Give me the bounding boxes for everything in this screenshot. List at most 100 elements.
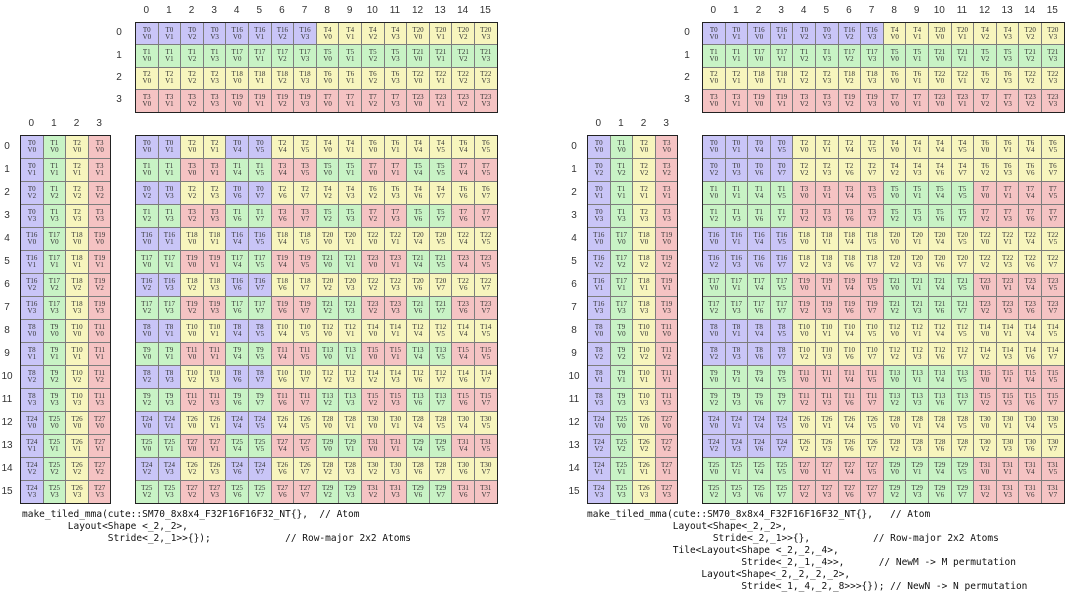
value-id: V2 [890,445,899,453]
value-id: V6 [458,284,468,292]
thread-id: T18 [753,70,765,79]
left-c-matrix-cell: T28 V7 [428,457,453,481]
value-id: V7 [255,468,265,476]
value-id: V0 [594,146,604,154]
left-b-matrix-cell: T17 V3 [293,44,317,68]
value-id: V2 [980,99,990,108]
value-id: V2 [142,468,152,476]
thread-id: T30 [367,461,379,469]
thread-id: T5 [890,208,899,216]
value-id: V0 [639,238,649,246]
value-id: V5 [958,330,967,338]
value-id: V6 [278,192,287,200]
thread-id: T18 [208,277,221,285]
value-id: V3 [210,376,219,384]
value-id: V1 [912,376,922,384]
value-id: V0 [232,32,242,41]
thread-id: T25 [730,461,743,469]
value-id: V4 [845,330,854,338]
value-id: V7 [958,445,967,453]
left-c-matrix-cell: T30 V3 [383,457,408,481]
thread-id: T31 [979,484,991,492]
value-id: V1 [391,238,400,246]
left-c-matrix-cell: T23 V4 [451,250,475,274]
left-c-matrix-cell: T17 V7 [248,296,272,320]
right-c-matrix-cell: T16 V1 [724,227,749,251]
thread-id: T3 [210,208,219,216]
value-id: V3 [1048,77,1058,86]
left-c-matrix-cell: T28 V3 [338,457,362,481]
thread-id: T8 [594,346,603,354]
value-id: V2 [187,376,197,384]
right-c-matrix-cell: T14 V0 [973,319,997,343]
value-id: V6 [278,307,287,315]
value-id: V3 [822,77,832,86]
left-c-matrix-cell: T23 V1 [383,250,408,274]
thread-id: T2 [845,162,854,170]
value-id: V0 [142,261,152,269]
thread-id: T1 [255,162,264,170]
left-c-matrix-cell: T4 V2 [315,181,340,205]
thread-id: T8 [142,323,151,331]
left-b-matrix-cell: T19 V2 [270,89,295,113]
thread-id: T19 [866,277,878,285]
thread-id: T9 [165,346,174,354]
right-row-label: 6 [571,278,577,290]
right-c-matrix-cell: T18 V7 [860,250,884,274]
right-a-matrix-cell: T18 V1 [632,273,656,297]
value-id: V3 [391,77,400,86]
right-c-matrix-cell: T1 V4 [747,181,771,205]
thread-id: T26 [208,415,221,423]
thread-id: T18 [276,231,289,239]
thread-id: T3 [800,92,809,101]
right-a-matrix-cell: T25 V2 [609,434,634,458]
right-c-matrix-cell: T24 V0 [702,411,726,435]
value-id: V1 [345,238,355,246]
thread-id: T5 [913,48,922,57]
thread-id: T16 [141,277,153,285]
value-id: V4 [845,422,854,430]
left-c-matrix-cell: T14 V0 [361,319,385,343]
value-id: V0 [187,445,197,453]
value-id: V1 [345,55,355,64]
left-c-matrix-cell: T30 V0 [361,411,385,435]
value-id: V2 [709,215,719,223]
value-id: V7 [958,353,967,361]
right-c-matrix-cell: T7 V1 [995,181,1020,205]
left-code-snippet: make_tiled_mma(cute::SM70_8x8x4_F32F16F1… [22,509,411,544]
thread-id: T3 [845,185,854,193]
thread-id: T2 [868,139,876,147]
value-id: V2 [980,445,990,453]
thread-id: T18 [866,70,878,79]
right-b-matrix-cell: T22 V0 [928,66,952,91]
right-c-matrix-cell: T23 V5 [1041,273,1065,297]
right-c-matrix-cell: T29 V3 [905,480,929,504]
thread-id: T16 [753,254,765,262]
left-c-matrix-cell: T3 V4 [270,158,295,182]
right-c-matrix-cell: T18 V5 [860,227,884,251]
right-c-matrix-cell: T17 V6 [747,296,771,320]
value-id: V2 [187,77,197,86]
right-c-matrix-cell: T0 V4 [747,135,771,159]
value-id: V6 [278,491,287,499]
thread-id: T3 [95,162,104,170]
left-c-matrix-cell: T18 V7 [293,273,317,297]
value-id: V6 [458,491,468,499]
right-b-matrix-cell: T20 V3 [1041,22,1065,46]
thread-id: T26 [71,484,83,492]
right-c-matrix-cell: T11 V0 [792,365,816,389]
thread-id: T28 [934,415,946,423]
left-c-matrix-cell: T15 V3 [383,388,408,412]
right-b-col-label: 6 [846,5,852,16]
left-c-matrix-cell: T17 V1 [157,250,182,274]
left-c-matrix-cell: T24 V5 [248,411,272,435]
left-b-matrix-cell: T5 V0 [315,44,340,68]
left-c-matrix-cell: T23 V3 [383,296,408,320]
right-a-matrix-cell: T3 V0 [654,135,679,159]
value-id: V2 [72,284,82,292]
left-a-matrix-cell: T8 V1 [20,342,44,366]
thread-id: T15 [457,346,469,354]
thread-id: T29 [956,461,969,469]
thread-id: T8 [755,346,763,354]
value-id: V3 [617,307,626,315]
